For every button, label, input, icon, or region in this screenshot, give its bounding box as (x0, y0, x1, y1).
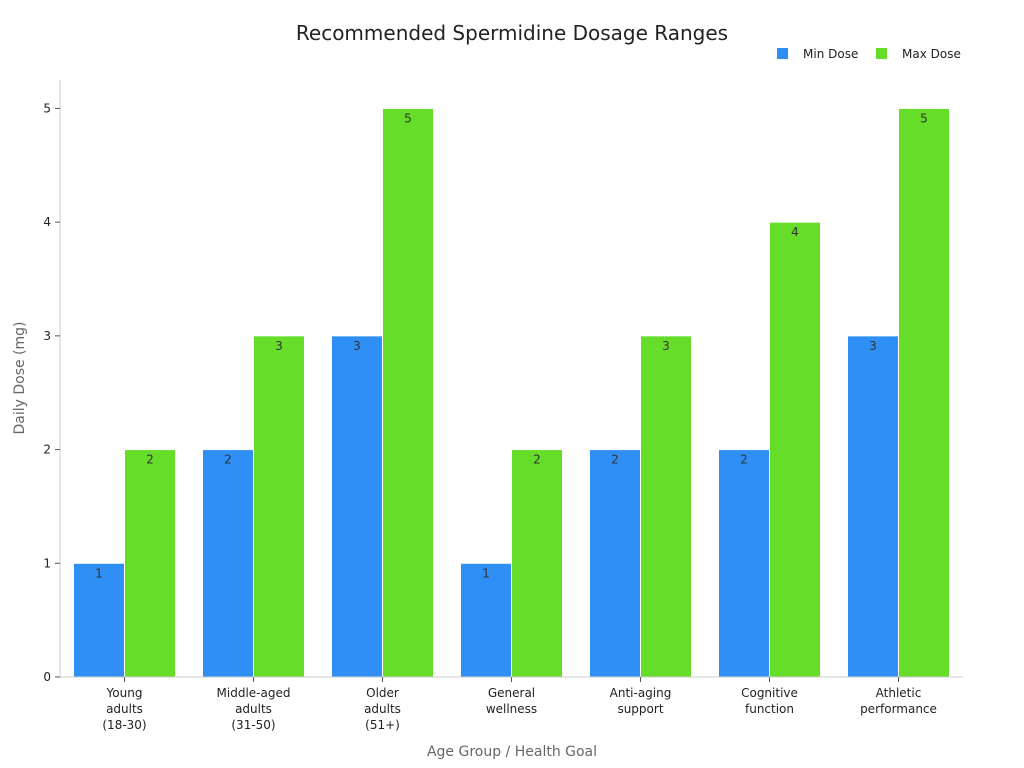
x-tick-label: Young adults (18-30) (102, 686, 146, 732)
data-label: 2 (533, 453, 541, 467)
x-tick-label: General wellness (486, 686, 537, 716)
y-tick-label: 1 (43, 556, 51, 570)
x-tick-label-line: (51+) (365, 718, 400, 732)
bar-max-dose (124, 449, 176, 678)
y-tick-label: 3 (43, 329, 51, 343)
data-label: 3 (275, 339, 283, 353)
x-tick-label-line: wellness (486, 702, 537, 716)
bars (73, 107, 950, 678)
y-tick-label: 5 (43, 101, 51, 115)
x-tick-label-line: General (488, 686, 535, 700)
x-tick-label-line: Older (366, 686, 399, 700)
x-axis-title: Age Group / Health Goal (427, 744, 597, 760)
data-label: 1 (95, 566, 103, 580)
bar-min-dose (589, 449, 641, 678)
x-tick-label-line: (18-30) (102, 718, 146, 732)
x-tick-label: Cognitive function (741, 686, 798, 716)
x-tick-label: Older adults (51+) (364, 686, 401, 732)
bar-min-dose (460, 562, 512, 678)
y-axis-title: Daily Dose (mg) (12, 321, 28, 434)
y-tick-label: 4 (43, 215, 51, 229)
data-label: 4 (791, 225, 799, 239)
x-tick-label-line: Young (106, 686, 143, 700)
legend-swatch (876, 48, 887, 59)
data-label: 2 (611, 453, 619, 467)
bar-max-dose (382, 107, 434, 678)
bar-max-dose (769, 221, 821, 678)
legend: Min Dose Max Dose (777, 47, 961, 61)
x-tick-label-line: Athletic (876, 686, 922, 700)
x-tick-label: Athletic performance (860, 686, 937, 716)
x-tick-label-line: support (617, 702, 663, 716)
x-tick-label-line: performance (860, 702, 937, 716)
x-tick-label: Middle-aged adults (31-50) (217, 686, 291, 732)
bar-max-dose (898, 107, 950, 678)
data-label: 3 (353, 339, 361, 353)
y-tick-label: 0 (43, 670, 51, 684)
x-tick-label-line: (31-50) (231, 718, 275, 732)
chart-title: Recommended Spermidine Dosage Ranges (296, 21, 728, 45)
x-tick-label-line: adults (106, 702, 143, 716)
bar-max-dose (640, 335, 692, 678)
y-tick-label: 2 (43, 443, 51, 457)
data-label: 3 (662, 339, 670, 353)
bar-min-dose (331, 335, 383, 678)
legend-label: Max Dose (902, 47, 961, 61)
data-label: 5 (920, 111, 928, 125)
data-label: 2 (224, 453, 232, 467)
data-label: 3 (869, 339, 877, 353)
x-tick-label-line: Cognitive (741, 686, 798, 700)
x-tick-label-line: Anti-aging (610, 686, 672, 700)
x-tick-label-line: adults (235, 702, 272, 716)
legend-swatch (777, 48, 788, 59)
bar-max-dose (253, 335, 305, 678)
legend-label: Min Dose (803, 47, 858, 61)
axes: 0 1 2 3 4 5 Young adults (18-30) Middle-aged adult… (43, 80, 963, 732)
x-tick-label-line: adults (364, 702, 401, 716)
data-labels: 1 2 2 3 3 5 1 2 2 3 2 4 3 5 (95, 111, 928, 580)
bar-min-dose (202, 449, 254, 678)
x-tick-label: Anti-aging support (610, 686, 672, 716)
data-label: 2 (740, 453, 748, 467)
data-label: 5 (404, 111, 412, 125)
bar-max-dose (511, 449, 563, 678)
x-tick-label-line: function (745, 702, 794, 716)
bar-min-dose (73, 562, 125, 678)
bar-min-dose (718, 449, 770, 678)
x-tick-label-line: Middle-aged (217, 686, 291, 700)
data-label: 2 (146, 453, 154, 467)
bar-min-dose (847, 335, 899, 678)
data-label: 1 (482, 566, 490, 580)
